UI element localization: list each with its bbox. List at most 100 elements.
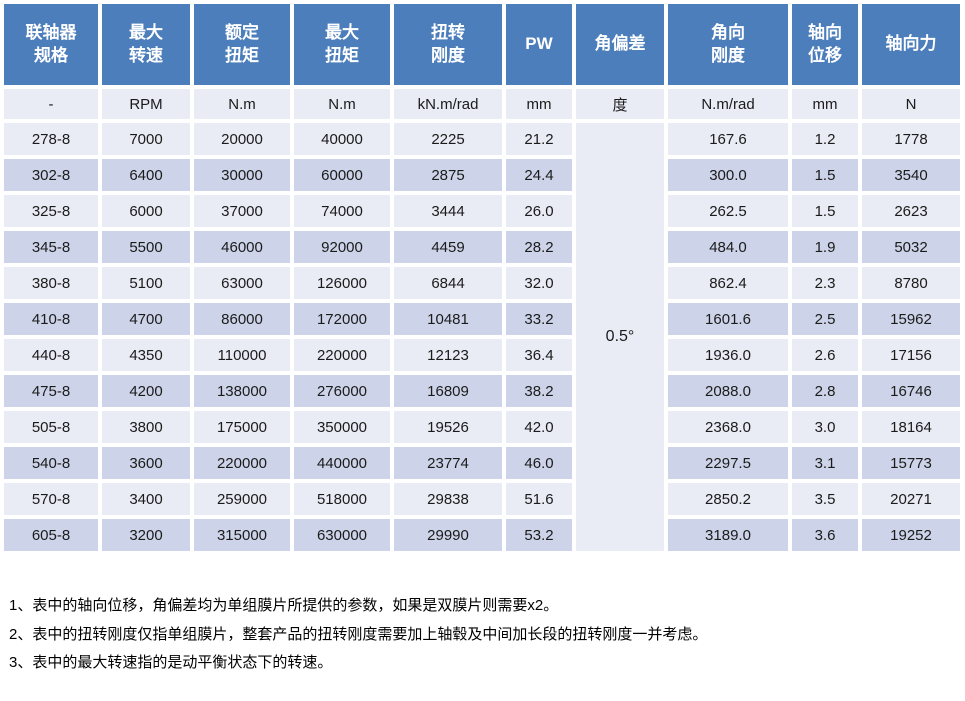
- cell-max-speed: 3800: [102, 411, 190, 443]
- cell-axial-displacement: 1.5: [792, 195, 858, 227]
- col-header-max-speed: 最大 转速: [102, 4, 190, 85]
- cell-rated-torque: 259000: [194, 483, 290, 515]
- unit-pw: mm: [506, 89, 572, 119]
- cell-max-torque: 276000: [294, 375, 390, 407]
- cell-angular-stiffness: 2088.0: [668, 375, 788, 407]
- cell-axial-force: 2623: [862, 195, 960, 227]
- cell-max-speed: 6400: [102, 159, 190, 191]
- table-row: 278-8 7000 20000 40000 2225 21.2 0.5° 167.6 1.2 1…: [4, 123, 960, 551]
- table-row: 302-8 6400 30000 60000 2875 24.4 300.0 1.5 3540: [4, 159, 960, 191]
- cell-angular-stiffness: 262.5: [668, 195, 788, 227]
- cell-axial-displacement: 2.3: [792, 267, 858, 299]
- cell-angular-stiffness: 2297.5: [668, 447, 788, 479]
- col-header-max-torque: 最大 扭矩: [294, 4, 390, 85]
- cell-torsional-stiffness: 29838: [394, 483, 502, 515]
- cell-max-speed: 4350: [102, 339, 190, 371]
- cell-torsional-stiffness: 19526: [394, 411, 502, 443]
- table-row: 605-8 3200 315000 630000 29990 53.2 3189.0 3.6 1…: [4, 519, 960, 551]
- cell-spec: 380-8: [4, 267, 98, 299]
- cell-pw: 36.4: [506, 339, 572, 371]
- cell-max-torque: 172000: [294, 303, 390, 335]
- cell-pw: 24.4: [506, 159, 572, 191]
- header-row: 联轴器 规格 最大 转速 额定 扭矩 最大 扭矩 扭转 刚度 PW 角偏差 角向…: [4, 4, 960, 85]
- unit-angular-stiffness: N.m/rad: [668, 89, 788, 119]
- table-row: 440-8 4350 110000 220000 12123 36.4 1936.0 2.6 1…: [4, 339, 960, 371]
- cell-spec: 475-8: [4, 375, 98, 407]
- table-row: 475-8 4200 138000 276000 16809 38.2 2088.0 2.8 1…: [4, 375, 960, 407]
- unit-max-torque: N.m: [294, 89, 390, 119]
- cell-max-torque: 350000: [294, 411, 390, 443]
- footnote-3: 3、表中的最大转速指的是动平衡状态下的转速。: [9, 654, 333, 671]
- table-body: 278-8 7000 20000 40000 2225 21.2 0.5° 167.6 1.2 1…: [4, 123, 960, 551]
- cell-max-speed: 6000: [102, 195, 190, 227]
- unit-axial-force: N: [862, 89, 960, 119]
- cell-max-torque: 630000: [294, 519, 390, 551]
- footnote-1: 1、表中的轴向位移，角偏差均为单组膜片所提供的参数，如果是双膜片则需要x2。: [9, 597, 559, 614]
- cell-axial-force: 1778: [862, 123, 960, 155]
- unit-rated-torque: N.m: [194, 89, 290, 119]
- cell-axial-force: 5032: [862, 231, 960, 263]
- cell-max-speed: 4700: [102, 303, 190, 335]
- cell-angular-stiffness: 484.0: [668, 231, 788, 263]
- cell-spec: 505-8: [4, 411, 98, 443]
- table-row: 325-8 6000 37000 74000 3444 26.0 262.5 1.5 2623: [4, 195, 960, 227]
- cell-axial-displacement: 1.9: [792, 231, 858, 263]
- col-header-spec: 联轴器 规格: [4, 4, 98, 85]
- cell-axial-force: 15962: [862, 303, 960, 335]
- cell-rated-torque: 46000: [194, 231, 290, 263]
- col-header-axial-force: 轴向力: [862, 4, 960, 85]
- cell-axial-force: 20271: [862, 483, 960, 515]
- unit-torsional-stiffness: kN.m/rad: [394, 89, 502, 119]
- cell-angular-stiffness: 862.4: [668, 267, 788, 299]
- cell-axial-displacement: 1.2: [792, 123, 858, 155]
- cell-axial-displacement: 2.5: [792, 303, 858, 335]
- cell-pw: 28.2: [506, 231, 572, 263]
- cell-pw: 53.2: [506, 519, 572, 551]
- col-header-rated-torque: 额定 扭矩: [194, 4, 290, 85]
- col-header-torsional-stiffness: 扭转 刚度: [394, 4, 502, 85]
- col-header-pw: PW: [506, 4, 572, 85]
- cell-rated-torque: 138000: [194, 375, 290, 407]
- unit-axial-displacement: mm: [792, 89, 858, 119]
- cell-max-torque: 92000: [294, 231, 390, 263]
- cell-torsional-stiffness: 29990: [394, 519, 502, 551]
- cell-torsional-stiffness: 3444: [394, 195, 502, 227]
- cell-angular-stiffness: 3189.0: [668, 519, 788, 551]
- cell-spec: 570-8: [4, 483, 98, 515]
- cell-rated-torque: 37000: [194, 195, 290, 227]
- cell-spec: 540-8: [4, 447, 98, 479]
- table-row: 570-8 3400 259000 518000 29838 51.6 2850.2 3.5 2…: [4, 483, 960, 515]
- cell-rated-torque: 315000: [194, 519, 290, 551]
- cell-rated-torque: 175000: [194, 411, 290, 443]
- cell-max-torque: 60000: [294, 159, 390, 191]
- cell-pw: 32.0: [506, 267, 572, 299]
- table-row: 345-8 5500 46000 92000 4459 28.2 484.0 1.9 5032: [4, 231, 960, 263]
- cell-angular-stiffness: 300.0: [668, 159, 788, 191]
- cell-max-torque: 440000: [294, 447, 390, 479]
- coupling-spec-table: 联轴器 规格 最大 转速 额定 扭矩 最大 扭矩 扭转 刚度 PW 角偏差 角向…: [4, 4, 960, 551]
- cell-spec: 440-8: [4, 339, 98, 371]
- table-row: 505-8 3800 175000 350000 19526 42.0 2368.0 3.0 1…: [4, 411, 960, 443]
- col-header-angle-deviation: 角偏差: [576, 4, 664, 85]
- cell-axial-displacement: 1.5: [792, 159, 858, 191]
- cell-max-speed: 3600: [102, 447, 190, 479]
- cell-axial-displacement: 2.6: [792, 339, 858, 371]
- cell-rated-torque: 220000: [194, 447, 290, 479]
- cell-angle-deviation-merged: 0.5°: [576, 123, 664, 551]
- cell-axial-displacement: 3.0: [792, 411, 858, 443]
- cell-axial-force: 18164: [862, 411, 960, 443]
- cell-max-speed: 7000: [102, 123, 190, 155]
- footnote-2: 2、表中的扭转刚度仅指单组膜片，整套产品的扭转刚度需要加上轴毂及中间加长段的扭转…: [9, 625, 708, 643]
- cell-angular-stiffness: 1936.0: [668, 339, 788, 371]
- cell-axial-force: 8780: [862, 267, 960, 299]
- units-row: - RPM N.m N.m kN.m/rad mm 度 N.m/rad mm N: [4, 89, 960, 119]
- cell-max-speed: 4200: [102, 375, 190, 407]
- cell-pw: 51.6: [506, 483, 572, 515]
- cell-spec: 345-8: [4, 231, 98, 263]
- cell-max-speed: 5100: [102, 267, 190, 299]
- cell-rated-torque: 86000: [194, 303, 290, 335]
- cell-axial-displacement: 3.6: [792, 519, 858, 551]
- cell-spec: 410-8: [4, 303, 98, 335]
- cell-spec: 278-8: [4, 123, 98, 155]
- cell-torsional-stiffness: 12123: [394, 339, 502, 371]
